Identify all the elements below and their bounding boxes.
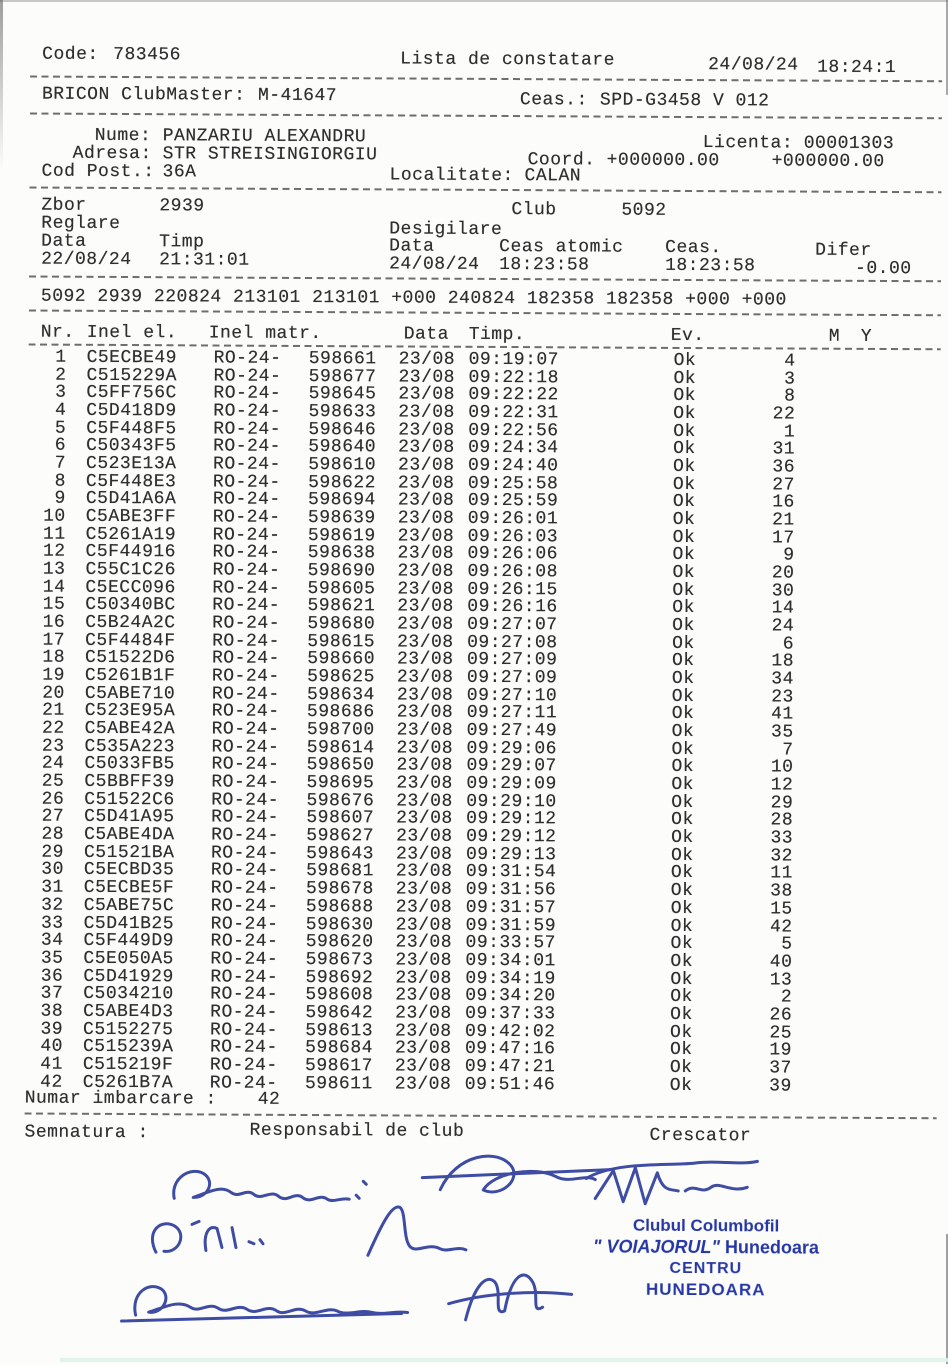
stamp-city: Hunedoara <box>719 1237 820 1258</box>
col-header-nr: Nr. <box>40 322 75 343</box>
col-header-m: M <box>828 326 841 347</box>
header-date: 24/08/24 <box>708 55 799 76</box>
signature-name-3 <box>133 1285 410 1317</box>
separator <box>24 1112 937 1120</box>
col-header-y: Y <box>860 326 873 347</box>
club-label: Club <box>511 200 557 221</box>
device-value: M-41647 <box>257 85 338 107</box>
stamp-line-1: Clubul Columbofil <box>632 1215 780 1236</box>
scan-edge-right-top <box>946 0 948 95</box>
col-header-inel-matr: Inel matr. <box>208 323 322 345</box>
cell-m: 26 <box>769 1005 793 1026</box>
cell-ev: Ok <box>670 898 694 919</box>
cell-nr: 38 <box>40 1001 64 1022</box>
reglare-data-header: Data <box>41 231 87 252</box>
cell-time: 09:51:46 <box>464 1074 556 1095</box>
signature-peak-2 <box>366 1205 468 1257</box>
stamp-line-4: HUNEDOARA <box>645 1279 766 1300</box>
difer-header: Difer <box>815 240 872 261</box>
scan-edge-left <box>0 0 3 170</box>
separator <box>29 275 942 283</box>
cell-m: 37 <box>769 1058 792 1079</box>
col-header-timp: Timp. <box>468 324 526 346</box>
signature-flourish-1 <box>438 1154 597 1194</box>
license-value: 00001303 <box>803 133 895 155</box>
coord-value-1: +000000.00 <box>606 150 720 172</box>
ceas-value: 18:23:58 <box>665 255 756 277</box>
stamp-club-name: " VOIAJORUL" <box>592 1236 721 1258</box>
separator <box>29 186 942 194</box>
zbor-value: 2939 <box>159 196 205 217</box>
stamp-line-2: " VOIAJORUL" Hunedoara <box>556 1235 856 1259</box>
header-time: 18:24:1 <box>817 57 897 79</box>
cell-m: 39 <box>769 1075 792 1097</box>
col-header-inel-el: Inel el. <box>86 322 178 344</box>
code-value: 783456 <box>113 44 182 66</box>
code-label: Code: <box>42 44 99 65</box>
club-stamp: Clubul Columbofil " VOIAJORUL" Hunedoara… <box>556 1214 856 1301</box>
reglare-timp-header: Timp <box>159 232 205 253</box>
cell-m: 40 <box>769 952 793 973</box>
name-label: Nume: <box>94 125 152 147</box>
cell-nr: 41 <box>40 1054 63 1075</box>
numar-imbarcare-label: Numar imbarcare : <box>24 1088 217 1110</box>
stamp-line-3: CENTRU <box>669 1259 743 1278</box>
col-header-data: Data <box>403 324 449 345</box>
ceas-atomic-header: Ceas atomic <box>499 236 624 258</box>
desigilare-data-header: Data <box>389 236 435 257</box>
license-label: Licenta: <box>702 133 794 154</box>
reglare-timp-value: 21:31:01 <box>159 250 250 271</box>
postcode-value: 36A <box>162 162 197 183</box>
scan-edge-bottom <box>60 1358 948 1362</box>
signature-name-2 <box>150 1219 265 1254</box>
ceas-header: Ceas. <box>665 237 722 259</box>
cell-m: 15 <box>770 899 793 920</box>
scan-edge-right-bottom <box>946 1234 948 1364</box>
signature-name-1 <box>172 1170 351 1203</box>
summary-line: 5092 2939 220824 213101 213101 +000 2408… <box>40 286 787 311</box>
locality-value: CALAN <box>524 166 582 187</box>
cell-matr: 598611 <box>304 1073 373 1094</box>
separator <box>30 75 943 83</box>
zbor-label: Zbor <box>41 195 87 216</box>
cell-ev: Ok <box>669 1075 693 1096</box>
address-label: Adresa: <box>72 143 152 165</box>
numar-imbarcare-value: 42 <box>257 1089 281 1110</box>
col-header-ev: Ev. <box>670 325 705 347</box>
device-label: BRICON ClubMaster: <box>41 84 246 106</box>
handwritten-signatures <box>120 1154 759 1323</box>
ceas-atomic-value: 18:23:58 <box>499 254 590 276</box>
postcode-label: Cod Post.: <box>41 161 155 183</box>
difer-value: -0.00 <box>855 258 912 280</box>
reglare-label: Reglare <box>41 213 121 235</box>
cell-date: 23/08 <box>394 1073 452 1095</box>
signature-crescator <box>584 1159 759 1180</box>
scan-edge-top <box>0 0 948 2</box>
coord-value-2: +000000.00 <box>771 151 885 173</box>
separator <box>29 112 942 120</box>
reglare-data-value: 22/08/24 <box>41 249 132 271</box>
clock-value: SPD-G3458 V 012 <box>599 90 770 112</box>
cell-nr: 32 <box>41 895 64 916</box>
table-rows: 1 C5ECBE49 RO-24- 598661 23/08 09:19:07 Ok 4 2 C5… <box>37 348 911 1097</box>
locality-label: Localitate: <box>389 165 514 187</box>
cell-nr: 35 <box>40 948 64 969</box>
page-title: Lista de constatare <box>400 49 615 71</box>
desigilare-data-value: 24/08/24 <box>389 254 480 275</box>
separator <box>28 309 941 317</box>
clock-label: Ceas.: <box>519 90 588 111</box>
club-value: 5092 <box>621 200 667 221</box>
responsabil-label: Responsabil de club <box>249 1120 465 1142</box>
